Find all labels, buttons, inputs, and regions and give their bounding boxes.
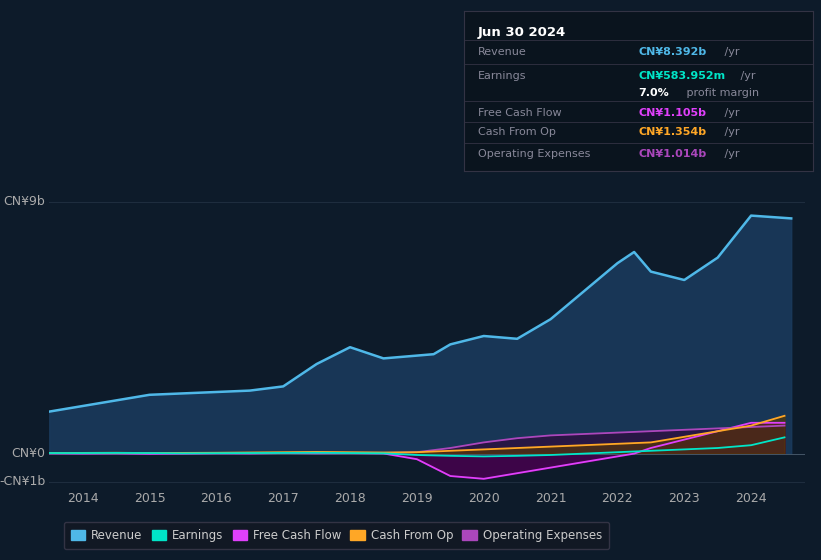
Text: CN¥583.952m: CN¥583.952m	[639, 71, 726, 81]
Text: 7.0%: 7.0%	[639, 87, 669, 97]
Text: CN¥8.392b: CN¥8.392b	[639, 47, 707, 57]
Text: CN¥1.354b: CN¥1.354b	[639, 128, 706, 138]
Text: /yr: /yr	[722, 149, 740, 159]
Text: Earnings: Earnings	[478, 71, 526, 81]
Text: Cash From Op: Cash From Op	[478, 128, 556, 138]
Text: /yr: /yr	[722, 108, 740, 118]
Text: -CN¥1b: -CN¥1b	[0, 475, 45, 488]
Text: Revenue: Revenue	[478, 47, 526, 57]
Text: profit margin: profit margin	[683, 87, 759, 97]
Text: /yr: /yr	[722, 128, 740, 138]
Text: /yr: /yr	[722, 47, 740, 57]
Text: CN¥1.105b: CN¥1.105b	[639, 108, 706, 118]
Text: CN¥9b: CN¥9b	[4, 195, 45, 208]
Legend: Revenue, Earnings, Free Cash Flow, Cash From Op, Operating Expenses: Revenue, Earnings, Free Cash Flow, Cash …	[64, 522, 609, 549]
Text: Jun 30 2024: Jun 30 2024	[478, 26, 566, 39]
Text: /yr: /yr	[736, 71, 755, 81]
Text: Free Cash Flow: Free Cash Flow	[478, 108, 562, 118]
Text: CN¥0: CN¥0	[11, 447, 45, 460]
Text: Operating Expenses: Operating Expenses	[478, 149, 590, 159]
Text: CN¥1.014b: CN¥1.014b	[639, 149, 707, 159]
